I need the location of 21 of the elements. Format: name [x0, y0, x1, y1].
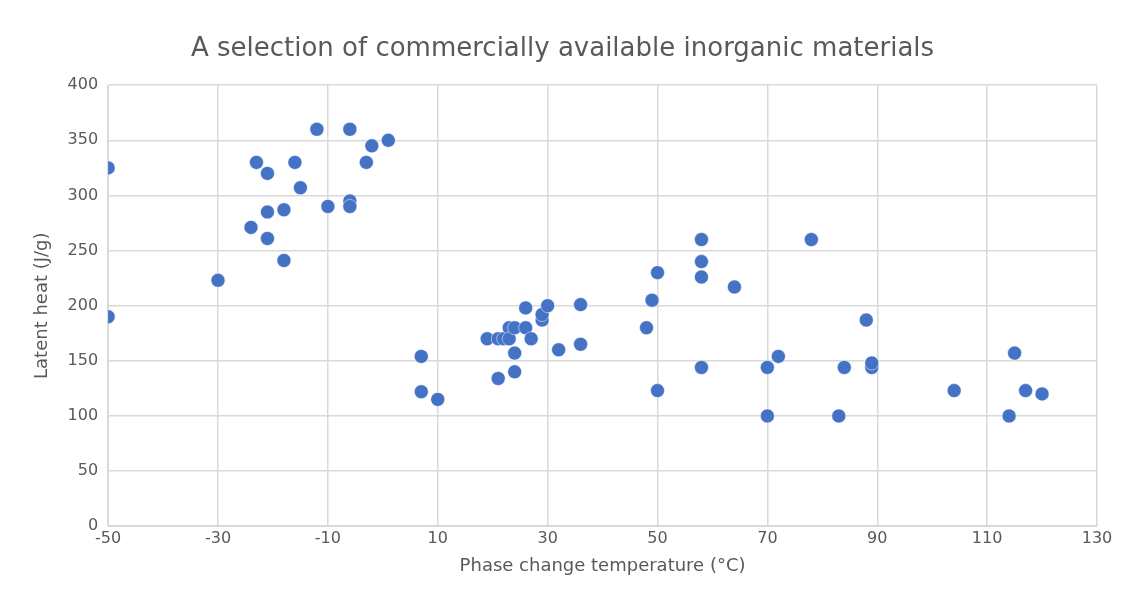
y-axis-title: Latent heat (J/g)	[30, 232, 52, 379]
x-tick-label: 70	[757, 527, 778, 547]
y-tick-label: 300	[67, 184, 99, 204]
chart-title: A selection of commercially available inorganic materials	[190, 32, 935, 63]
y-tick-label: 400	[67, 74, 99, 94]
x-tick-label: 30	[537, 527, 558, 547]
y-tick-label: 250	[67, 239, 99, 259]
y-tick-label: 350	[67, 129, 99, 149]
x-tick-label: 130	[1081, 527, 1113, 547]
x-tick-label: -10	[314, 527, 341, 547]
x-tick-label: 10	[427, 527, 448, 547]
y-tick-label: 200	[67, 294, 99, 314]
y-tick-label: 0	[87, 515, 99, 535]
x-tick-label: 90	[867, 527, 888, 547]
y-tick-label: 150	[67, 349, 99, 369]
x-tick-label: 110	[971, 527, 1003, 547]
x-tick-label: -30	[204, 527, 232, 547]
x-tick-label: 50	[647, 527, 668, 547]
y-tick-label: 100	[67, 405, 99, 425]
x-axis-title: Phase change temperature (°C)	[459, 553, 746, 575]
y-tick-label: 50	[77, 460, 99, 480]
